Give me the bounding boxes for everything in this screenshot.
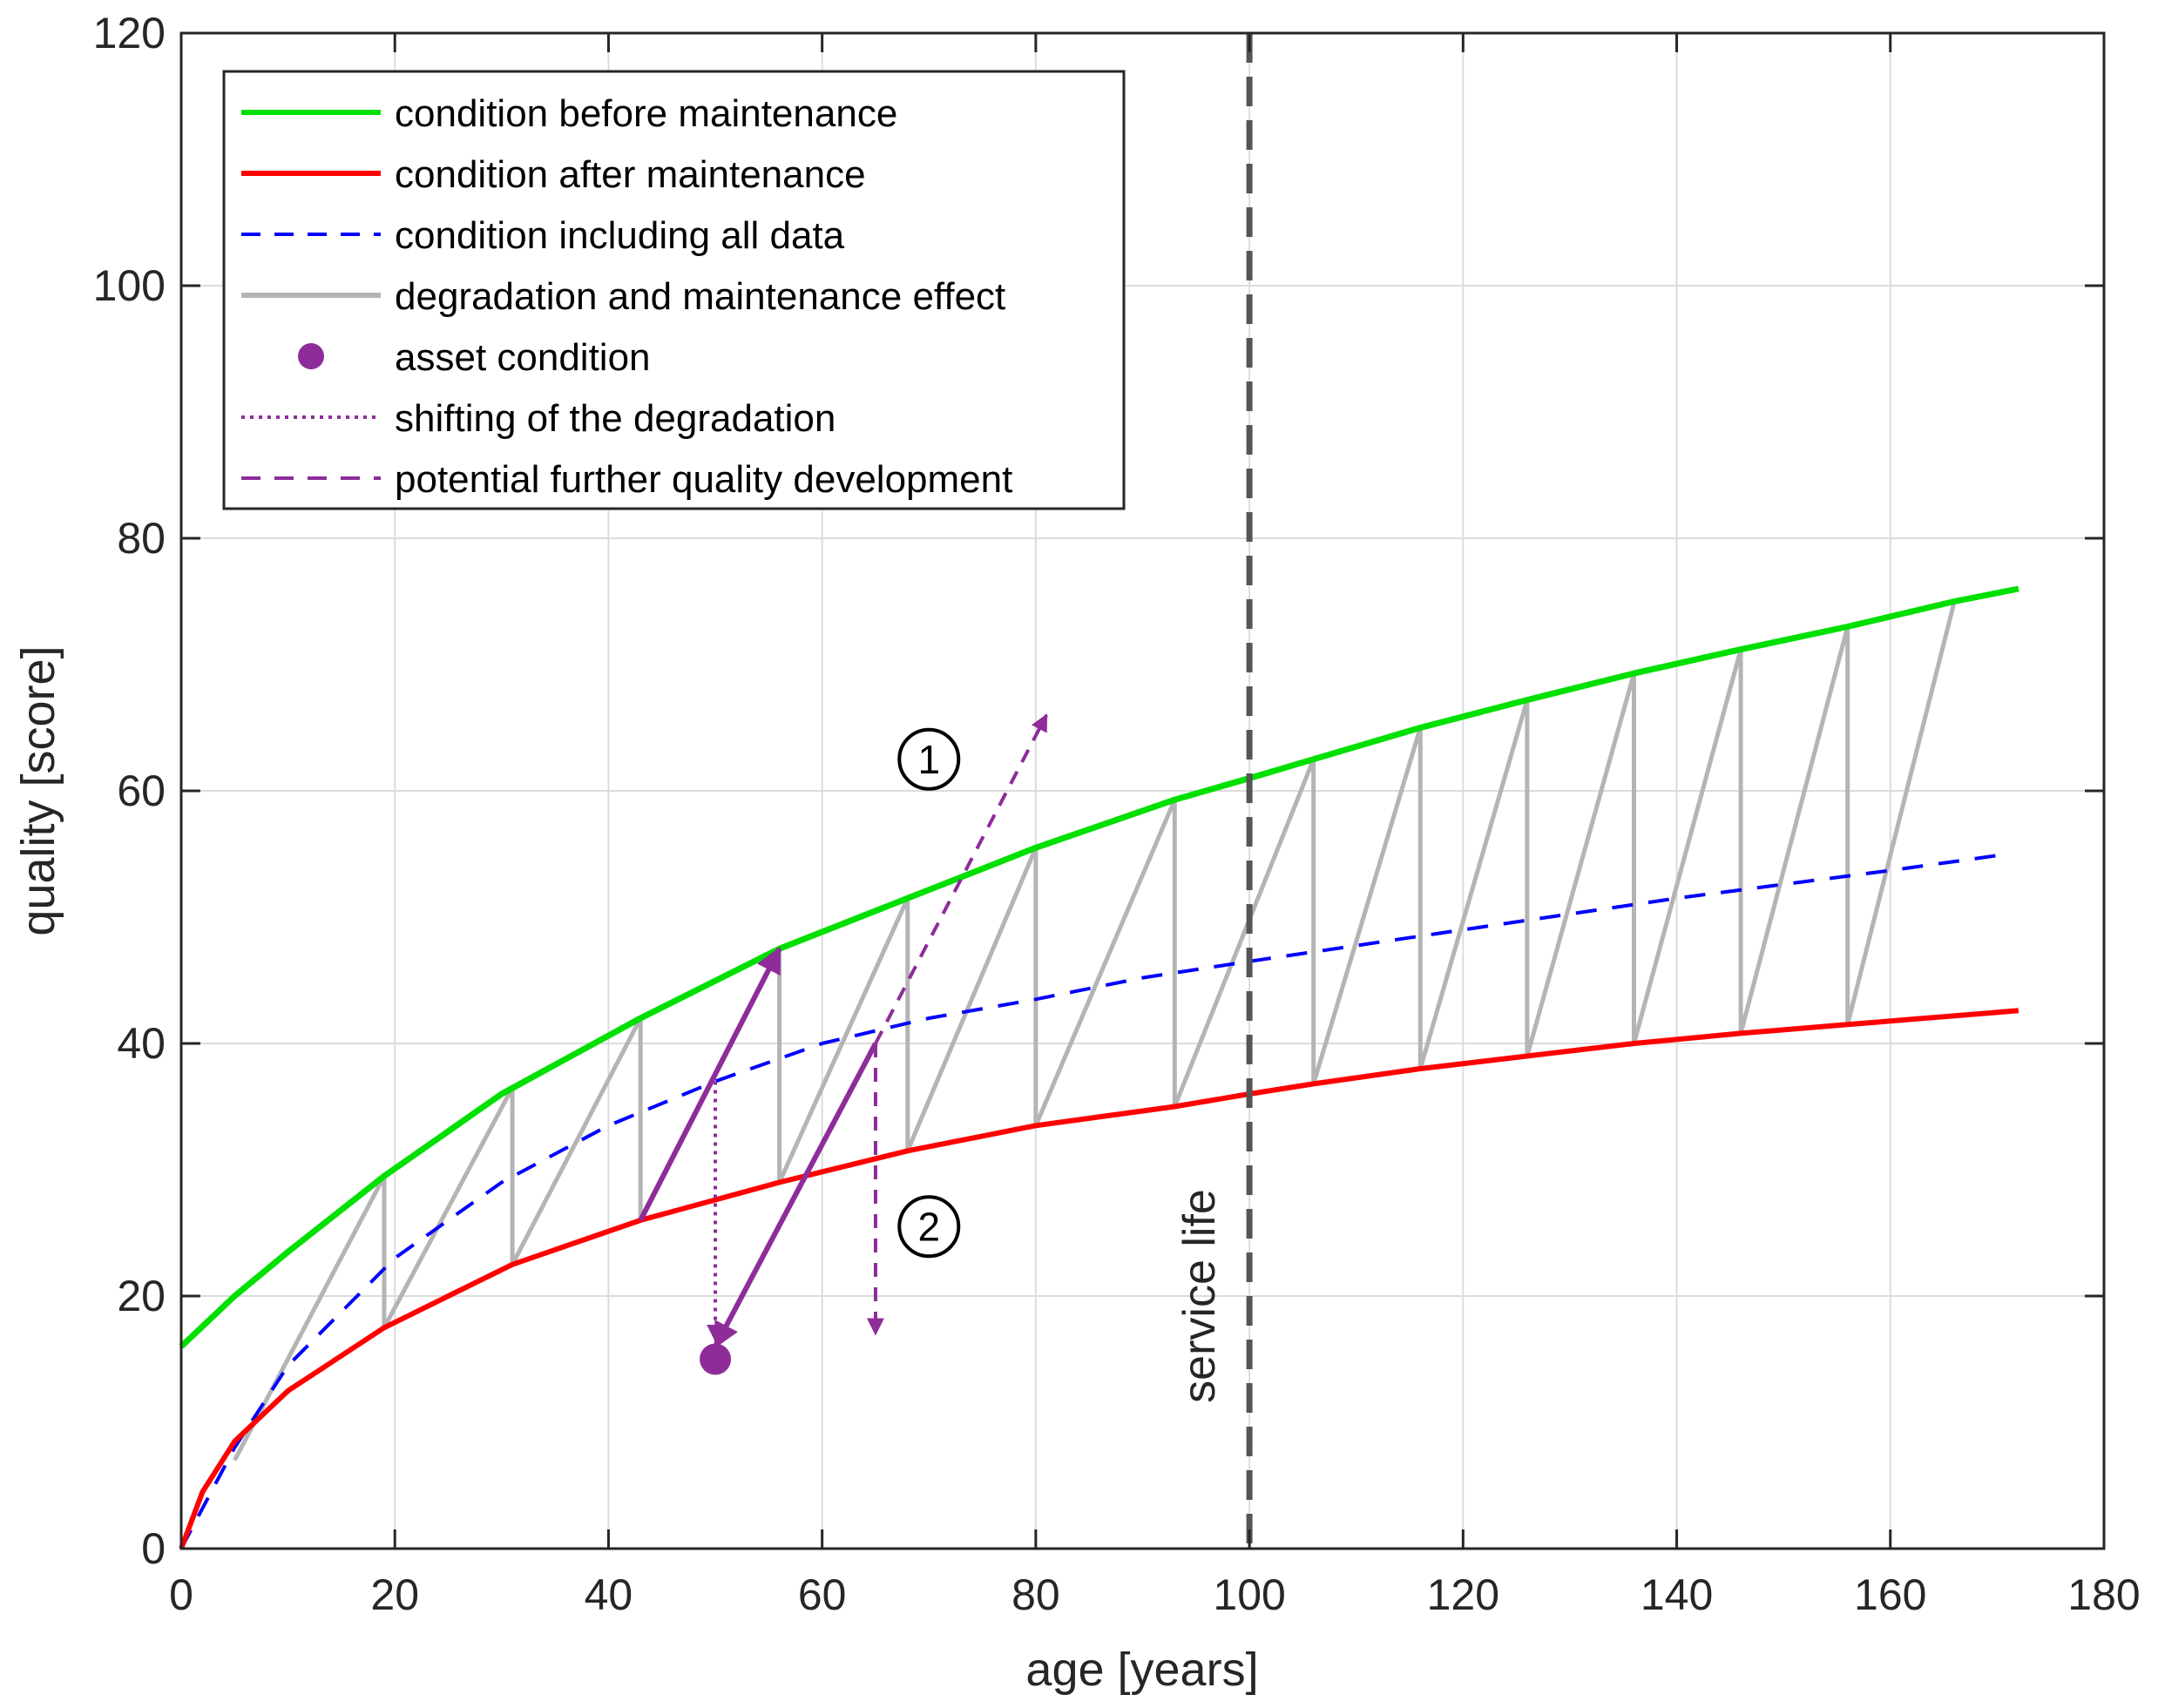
y-tick-label: 60 bbox=[117, 766, 166, 815]
legend-label-6: potential further quality development bbox=[395, 458, 1012, 501]
y-tick-label: 120 bbox=[93, 9, 166, 57]
y-tick-label: 0 bbox=[141, 1524, 166, 1573]
legend-label-0: condition before maintenance bbox=[395, 92, 897, 135]
x-tick-label: 160 bbox=[1854, 1570, 1926, 1619]
x-tick-label: 180 bbox=[2067, 1570, 2140, 1619]
legend-label-5: shifting of the degradation bbox=[395, 397, 835, 440]
y-tick-label: 80 bbox=[117, 514, 166, 563]
y-tick-label: 40 bbox=[117, 1019, 166, 1068]
x-tick-label: 80 bbox=[1011, 1570, 1060, 1619]
x-tick-label: 100 bbox=[1213, 1570, 1285, 1619]
y-tick-label: 100 bbox=[93, 261, 166, 310]
asset-degradation-arrow bbox=[713, 1042, 878, 1349]
legend-label-3: degradation and maintenance effect bbox=[395, 275, 1005, 318]
x-tick-label: 40 bbox=[585, 1570, 633, 1619]
y-axis-label: quality [score] bbox=[12, 645, 64, 935]
x-tick-label: 120 bbox=[1427, 1570, 1499, 1619]
legend-swatch-asset-condition bbox=[298, 343, 324, 369]
ticks: 0 20 40 60 80 100 120 140 160 180 0 20 40 60 80 100 120 bbox=[93, 9, 2141, 1619]
x-axis-label: age [years] bbox=[1025, 1644, 1258, 1696]
y-tick-label: 20 bbox=[117, 1272, 166, 1320]
x-tick-label: 20 bbox=[370, 1570, 419, 1619]
x-tick-label: 0 bbox=[169, 1570, 193, 1619]
circled-number-1 bbox=[897, 727, 961, 791]
x-tick-label: 60 bbox=[798, 1570, 847, 1619]
legend-label-4: asset condition bbox=[395, 336, 651, 379]
legend-label-2: condition including all data bbox=[395, 214, 845, 257]
legend-box bbox=[222, 70, 1126, 510]
service-life-label: service life bbox=[1174, 1189, 1225, 1403]
circled-number-label-2: 2 bbox=[917, 1204, 940, 1249]
series-layer bbox=[179, 585, 2019, 1550]
annotation-layer: service life 1 2 bbox=[638, 33, 1253, 1549]
circled-number-label-1: 1 bbox=[917, 737, 940, 782]
asset-condition-point bbox=[700, 1343, 732, 1375]
series-degradation-maintenance bbox=[233, 600, 1957, 1462]
asset-degradation-arrow bbox=[638, 946, 782, 1222]
potential-development-arrow-1 bbox=[874, 713, 1048, 1044]
legend-label-1: condition after maintenance bbox=[395, 153, 866, 196]
series-condition-before bbox=[179, 585, 2019, 1349]
series-condition-after bbox=[179, 1008, 2019, 1550]
legend: condition before maintenance condition af… bbox=[222, 70, 1126, 510]
circled-number-2 bbox=[897, 1195, 961, 1259]
x-tick-label: 140 bbox=[1640, 1570, 1713, 1619]
